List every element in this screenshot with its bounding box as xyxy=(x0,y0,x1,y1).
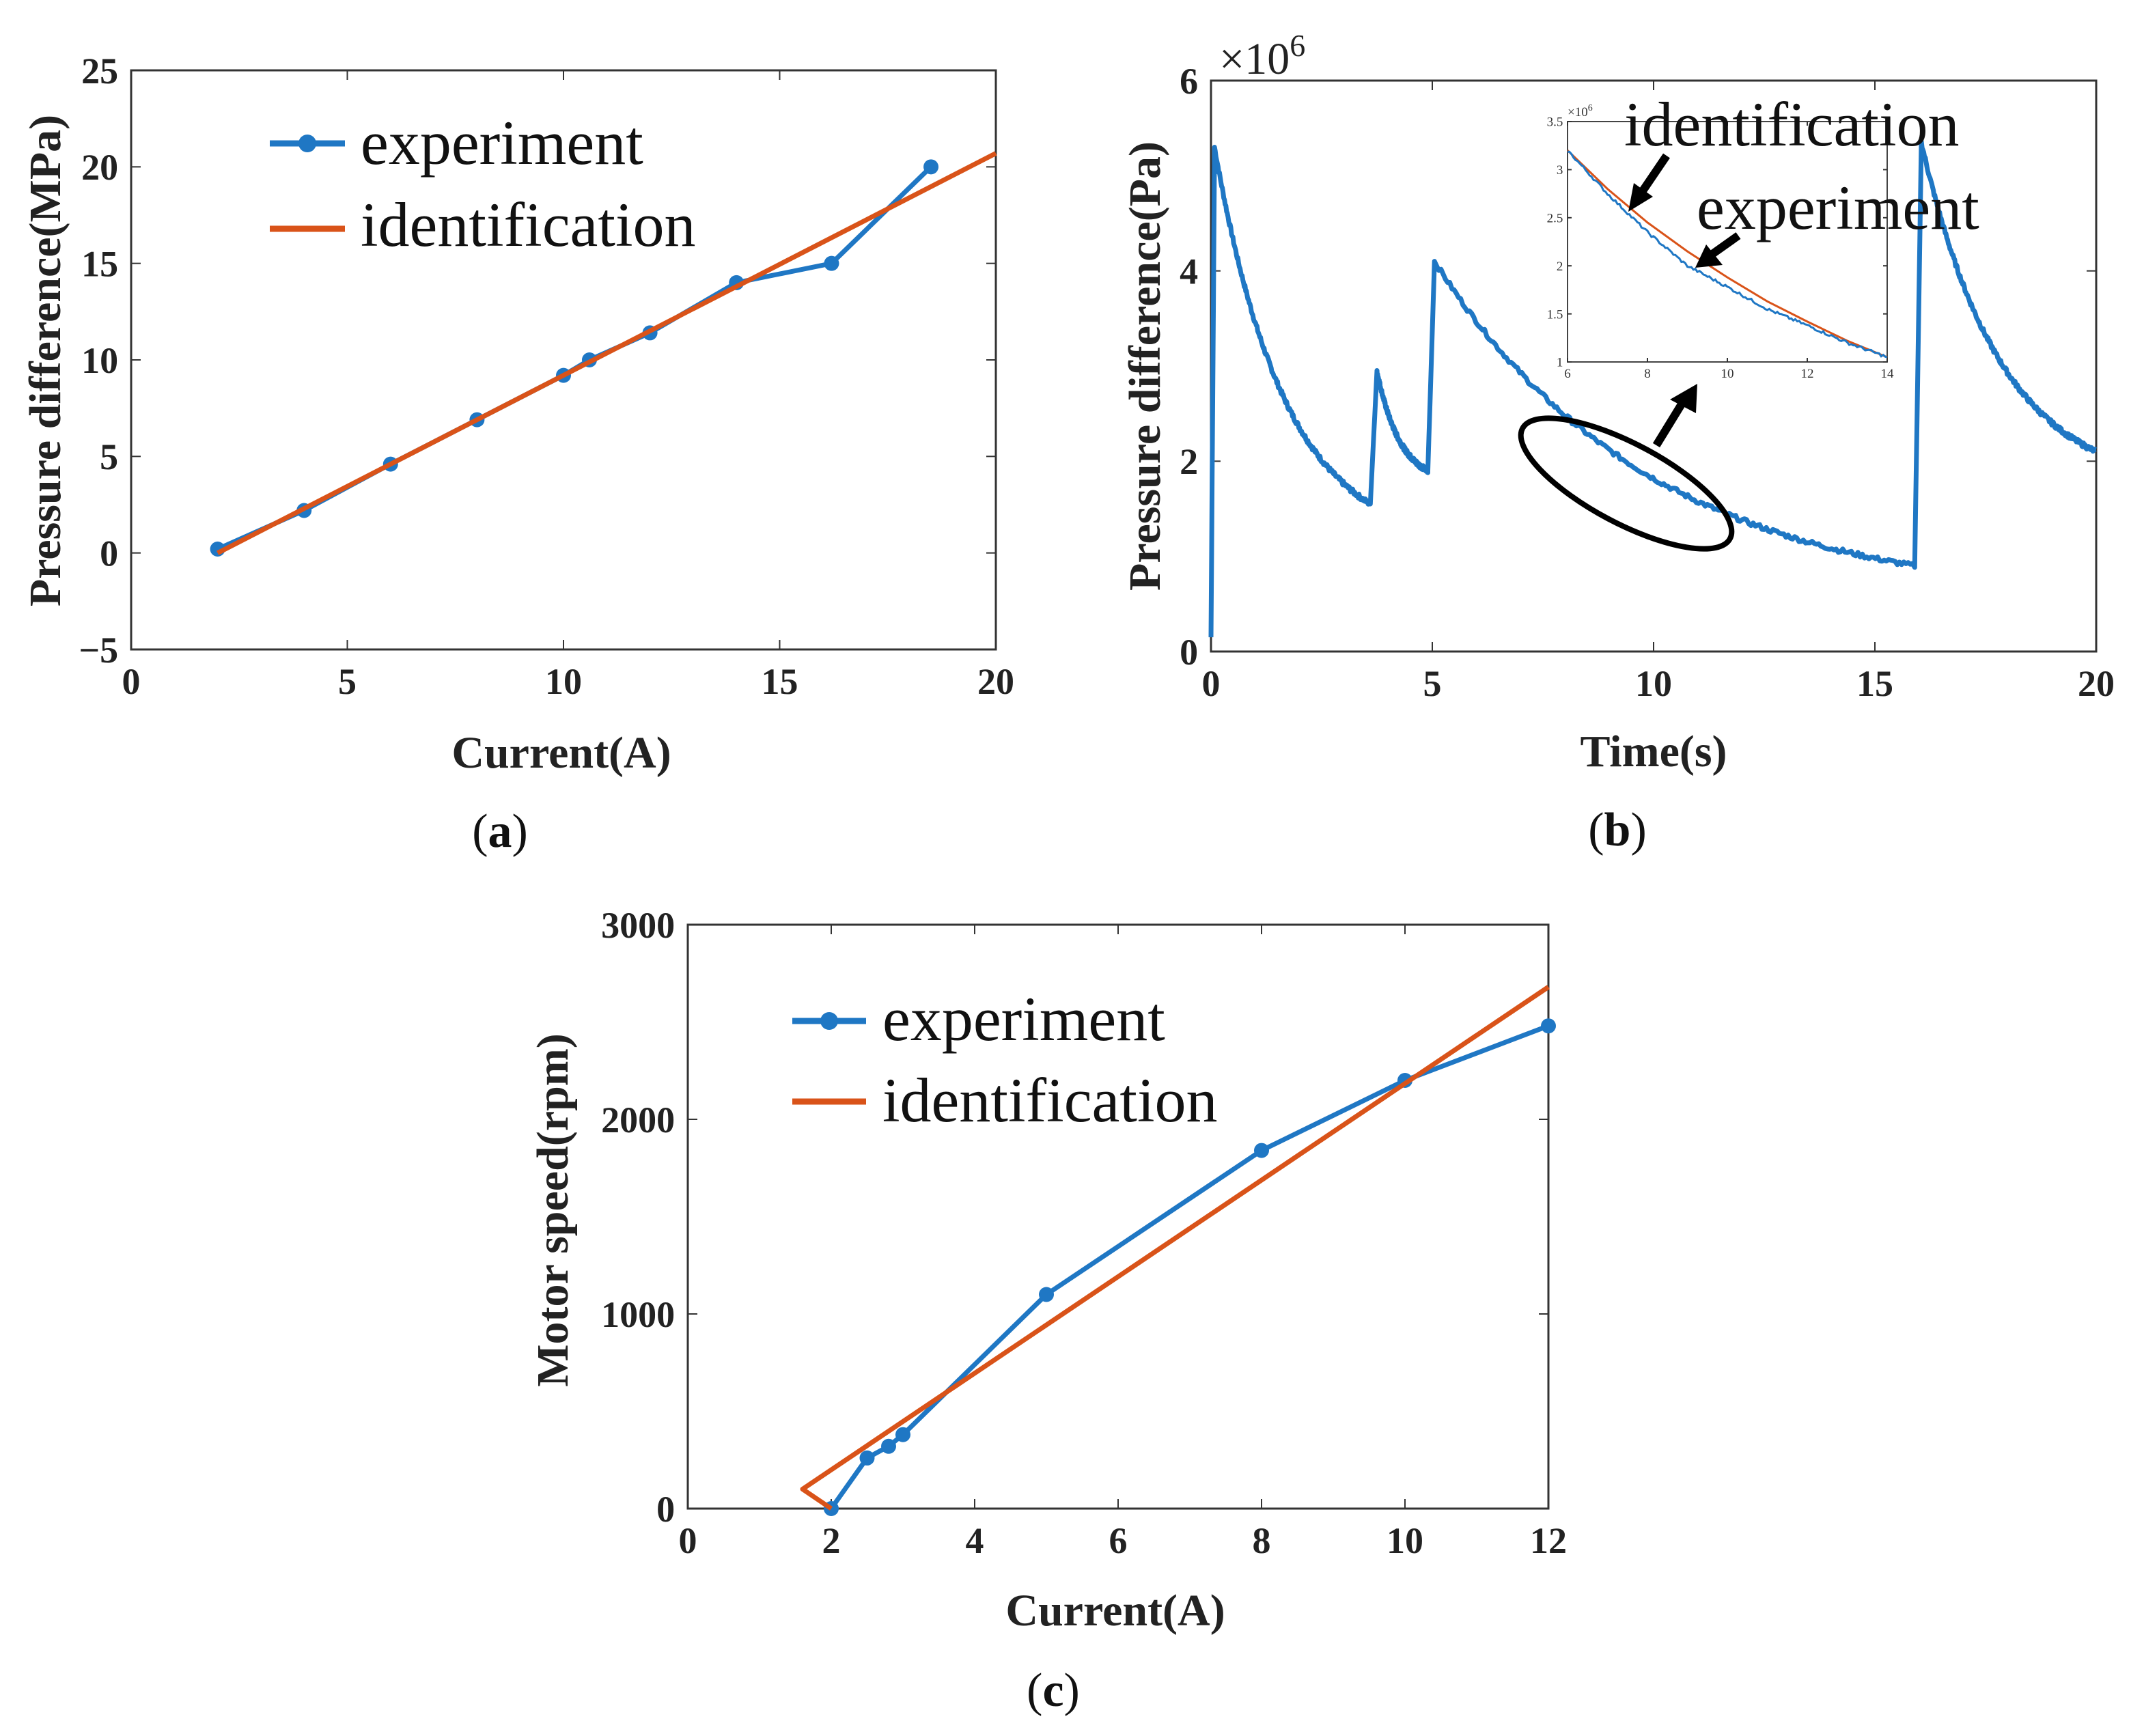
x-tick-label-c: 0 xyxy=(679,1520,697,1561)
x-tick-label-c: 10 xyxy=(1387,1520,1423,1561)
legend-a-identification-label: identification xyxy=(361,190,696,260)
x-tick-label-b: 20 xyxy=(2078,663,2115,704)
legend-c-identification-label: identification xyxy=(882,1065,1218,1135)
y-axis-label-a: Pressure difference(MPa) xyxy=(20,115,70,606)
x-tick-label-a: 0 xyxy=(122,661,141,702)
annotation-identification-arrow-shaft xyxy=(1637,153,1670,197)
y-tick-label-a: 20 xyxy=(81,147,118,188)
x-tick-label-c: 12 xyxy=(1530,1520,1567,1561)
legend-c-experiment-marker xyxy=(820,1012,838,1030)
annotation-identification-arrow-icon xyxy=(1628,183,1653,212)
x-tick-label-inset: 8 xyxy=(1644,367,1651,381)
y-tick-label-c: 0 xyxy=(656,1489,675,1530)
y-tick-label-a: 5 xyxy=(100,436,118,477)
y-tick-label-a: 0 xyxy=(100,533,118,574)
x-tick-label-a: 5 xyxy=(338,661,357,702)
legend-c: experiment identification xyxy=(792,984,1218,1135)
annotation-experiment-arrow-icon xyxy=(1695,244,1723,268)
x-axis-label-b: Time(s) xyxy=(1580,727,1727,776)
x-tick-label-inset: 6 xyxy=(1564,367,1571,381)
y-tick-label-inset: 3 xyxy=(1557,163,1563,178)
y-tick-label-b: 4 xyxy=(1180,251,1198,292)
legend-a-experiment-marker xyxy=(298,135,316,152)
x-tick-label-a: 15 xyxy=(762,661,798,702)
zoom-arrow-icon xyxy=(1670,384,1697,413)
series-line-identification-c xyxy=(800,985,1550,1511)
data-point-c xyxy=(895,1427,910,1442)
caption-c: (c) xyxy=(1027,1664,1080,1717)
x-tick-label-c: 6 xyxy=(1109,1520,1128,1561)
data-point-c xyxy=(859,1450,875,1466)
y-tick-label-a: 25 xyxy=(81,51,118,92)
panel-c: 0 2 4 6 8 10 12 0 1000 2000 3000 experiment identi… xyxy=(528,905,1567,1717)
annotation-experiment-arrow-shaft xyxy=(1710,232,1741,257)
x-tick-label-c: 2 xyxy=(822,1520,841,1561)
legend-a-experiment-label: experiment xyxy=(361,108,643,178)
y-tick-label-c: 2000 xyxy=(601,1100,675,1140)
multiplier-b: ×106 xyxy=(1219,28,1305,84)
x-tick-label-a: 20 xyxy=(977,661,1014,702)
series-line-experiment-b xyxy=(1208,139,2098,638)
x-tick-label-c: 8 xyxy=(1253,1520,1271,1561)
data-point-a xyxy=(824,255,839,271)
highlight-ellipse xyxy=(1518,415,1735,552)
y-tick-label-inset: 1.5 xyxy=(1547,307,1563,322)
x-axis-label-a: Current(A) xyxy=(451,728,671,778)
x-tick-label-inset: 14 xyxy=(1881,367,1895,381)
y-tick-label-a: −5 xyxy=(79,630,118,671)
x-tick-label-b: 10 xyxy=(1635,663,1672,704)
data-point-c xyxy=(881,1438,896,1454)
y-tick-label-c: 1000 xyxy=(601,1294,675,1335)
y-tick-label-a: 15 xyxy=(81,244,118,285)
y-tick-label-c: 3000 xyxy=(601,905,675,946)
y-axis-label-c: Motor speed(rpm) xyxy=(528,1033,578,1387)
inset-multiplier: ×106 xyxy=(1568,103,1593,120)
y-tick-label-inset: 2 xyxy=(1557,260,1563,274)
plot-area-a xyxy=(130,69,997,651)
panel-b: 0 5 10 15 20 0 2 4 6 ×106 6 8 10 12 14 1 1.5 2 2.5 3 3.5 ×… xyxy=(1120,28,2115,856)
data-point-c xyxy=(1254,1143,1269,1158)
x-axis-label-c: Current(A) xyxy=(1005,1586,1225,1636)
data-point-c xyxy=(1541,1018,1556,1034)
y-tick-label-b: 6 xyxy=(1180,61,1198,102)
x-tick-label-a: 10 xyxy=(545,661,582,702)
caption-a: (a) xyxy=(472,805,528,858)
series-line-identification-a xyxy=(217,151,997,555)
inset-series-line-identification xyxy=(1566,150,1888,359)
x-tick-label-b: 0 xyxy=(1202,663,1221,704)
x-tick-label-b: 15 xyxy=(1856,663,1893,704)
y-tick-label-b: 0 xyxy=(1180,632,1198,673)
y-tick-label-inset: 3.5 xyxy=(1547,115,1563,130)
zoom-arrow-shaft xyxy=(1652,395,1690,448)
legend-a: experiment identification xyxy=(270,108,696,260)
y-axis-label-b: Pressure difference(Pa) xyxy=(1120,141,1170,591)
inset-series-line-experiment xyxy=(1567,150,1888,359)
data-point-a xyxy=(923,159,939,175)
annotation-identification: identification xyxy=(1624,89,1960,159)
annotation-experiment: experiment xyxy=(1697,173,1979,242)
y-tick-label-b: 2 xyxy=(1180,441,1198,482)
x-tick-label-inset: 10 xyxy=(1721,367,1734,381)
x-tick-label-b: 5 xyxy=(1423,663,1442,704)
x-tick-label-inset: 12 xyxy=(1801,367,1814,381)
x-tick-label-c: 4 xyxy=(966,1520,984,1561)
y-tick-label-inset: 2.5 xyxy=(1547,211,1563,225)
data-point-c xyxy=(1039,1287,1054,1302)
y-tick-label-inset: 1 xyxy=(1557,356,1563,370)
caption-b: (b) xyxy=(1588,804,1647,856)
y-tick-label-a: 10 xyxy=(81,340,118,381)
legend-c-experiment-label: experiment xyxy=(882,984,1165,1054)
